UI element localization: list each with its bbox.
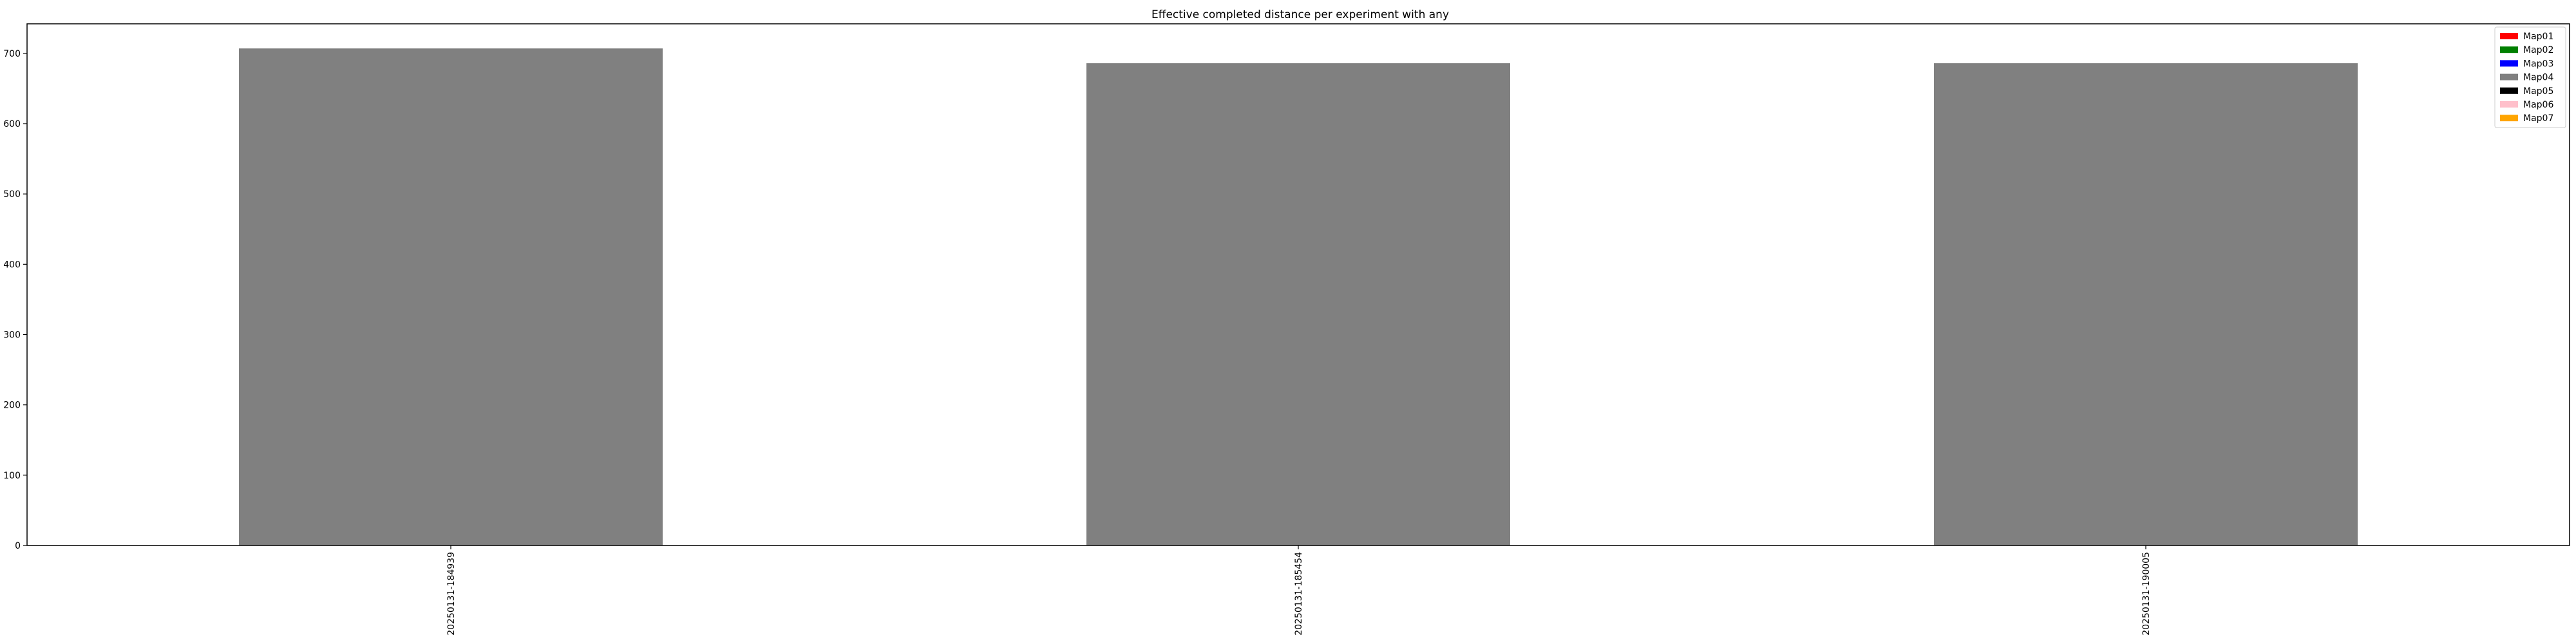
legend-swatch-map04	[2500, 73, 2518, 80]
legend-swatch-map06	[2500, 101, 2518, 108]
y-tick-label: 200	[3, 401, 21, 411]
legend-label-map06: Map06	[2523, 100, 2553, 110]
bar-map04-0	[239, 48, 663, 546]
legend-label-map02: Map02	[2523, 45, 2553, 55]
y-axis: 0 100 200 300 400 500 600 700	[3, 49, 27, 551]
x-tick-label: 20250131-184939	[446, 552, 457, 636]
y-tick-label: 400	[3, 260, 21, 270]
bar-map04-2	[1934, 63, 2358, 545]
legend-swatch-map02	[2500, 46, 2518, 53]
legend-label-map04: Map04	[2523, 73, 2553, 83]
y-tick-label: 0	[15, 541, 21, 551]
legend: Map01 Map02 Map03 Map04 Map05 Map06 Map07	[2494, 26, 2566, 128]
y-tick-label: 100	[3, 471, 21, 481]
legend-label-map05: Map05	[2523, 86, 2553, 97]
legend-label-map01: Map01	[2523, 32, 2553, 42]
bars-group	[239, 48, 2358, 546]
bar-map04-1	[1086, 63, 1510, 545]
chart-title: Effective completed distance per experim…	[1151, 8, 1449, 21]
legend-label-map03: Map03	[2523, 59, 2553, 69]
legend-swatch-map01	[2500, 33, 2518, 39]
y-tick-label: 300	[3, 330, 21, 341]
legend-swatch-map05	[2500, 87, 2518, 94]
legend-swatch-map03	[2500, 60, 2518, 67]
x-tick-label: 20250131-185454	[1294, 552, 1304, 636]
x-tick-label: 20250131-190005	[2141, 552, 2152, 636]
x-axis: 20250131-184939 20250131-185454 20250131-1…	[446, 545, 2152, 636]
legend-label-map07: Map07	[2523, 113, 2553, 124]
y-tick-label: 600	[3, 119, 21, 129]
legend-swatch-map07	[2500, 115, 2518, 122]
plot-frame	[26, 23, 2570, 546]
y-tick-label: 500	[3, 189, 21, 200]
y-tick-label: 700	[3, 49, 21, 59]
